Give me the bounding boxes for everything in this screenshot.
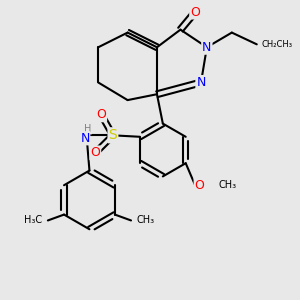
Text: CH₃: CH₃ xyxy=(137,215,155,225)
Text: O: O xyxy=(195,179,205,192)
Text: O: O xyxy=(190,5,200,19)
Text: O: O xyxy=(96,108,106,121)
Text: S: S xyxy=(109,128,117,142)
Text: N: N xyxy=(202,41,212,54)
Text: H: H xyxy=(84,124,92,134)
Text: N: N xyxy=(196,76,206,89)
Text: H₃C: H₃C xyxy=(24,215,42,225)
Text: CH₃: CH₃ xyxy=(219,180,237,190)
Text: O: O xyxy=(90,146,100,159)
Text: CH₂CH₃: CH₂CH₃ xyxy=(261,40,292,49)
Text: N: N xyxy=(80,132,90,145)
